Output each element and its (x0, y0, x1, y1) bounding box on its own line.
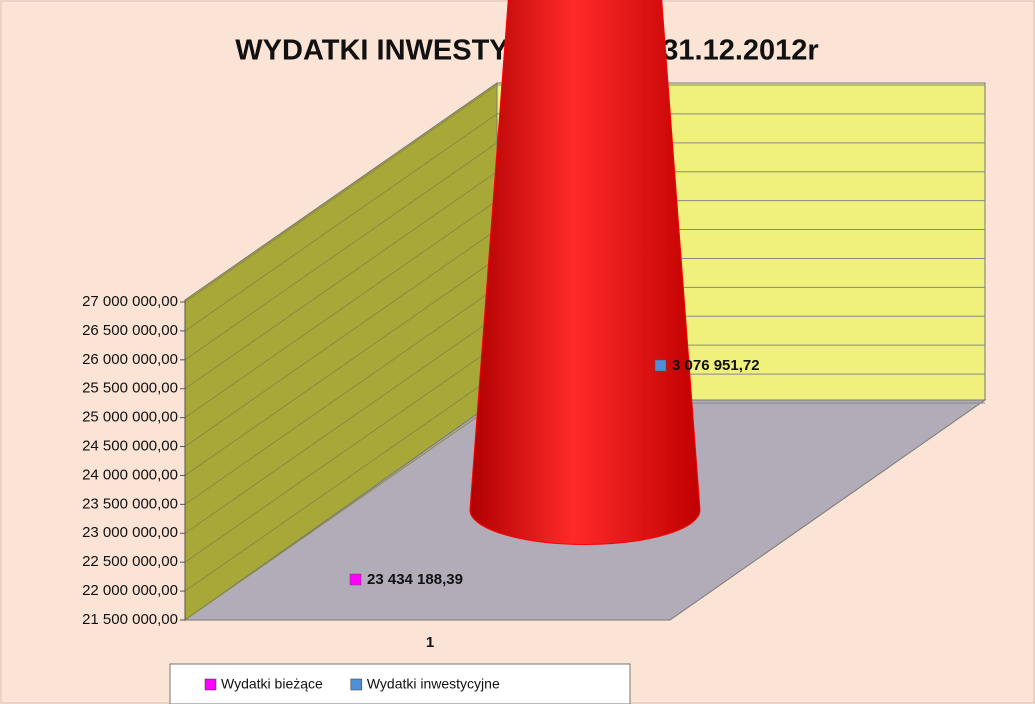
y-tick-label: 22 000 000,00 (82, 582, 178, 599)
y-tick-label: 25 000 000,00 (82, 409, 178, 426)
y-tick-label: 26 000 000,00 (82, 351, 178, 368)
y-tick-label: 23 500 000,00 (82, 495, 178, 512)
cone-segment (469, 0, 701, 545)
label-key (349, 573, 362, 586)
y-tick-label: 24 000 000,00 (82, 466, 178, 483)
grid-line (184, 344, 498, 563)
grid-line (184, 315, 498, 534)
x-tick-label: 1 (426, 634, 434, 651)
legend-key (350, 678, 363, 691)
grid-line (184, 286, 498, 505)
grid-line (184, 229, 498, 447)
y-tick-label: 25 500 000,00 (82, 380, 178, 397)
legend (169, 663, 631, 704)
y-tick-label: 24 500 000,00 (82, 438, 178, 455)
legend-label: Wydatki bieżące (221, 676, 323, 692)
data-label: 23 434 188,39 (367, 571, 463, 588)
data-label: 3 076 951,72 (672, 357, 760, 374)
grid-line (184, 258, 498, 476)
y-tick-label: 23 000 000,00 (82, 524, 178, 541)
y-tick-label: 21 500 000,00 (82, 611, 178, 628)
legend-label: Wydatki inwestycyjne (367, 676, 500, 692)
grid-line (184, 373, 498, 592)
grid-line (184, 171, 498, 390)
legend-key (204, 678, 217, 691)
grid-line (184, 142, 498, 361)
grid-line (184, 200, 498, 419)
y-tick-label: 22 500 000,00 (82, 553, 178, 570)
y-tick-label: 27 000 000,00 (82, 293, 178, 310)
grid-line (184, 84, 498, 303)
grid-line (184, 113, 498, 332)
grid-line (184, 402, 498, 621)
y-tick-label: 26 500 000,00 (82, 322, 178, 339)
label-key (654, 359, 667, 372)
